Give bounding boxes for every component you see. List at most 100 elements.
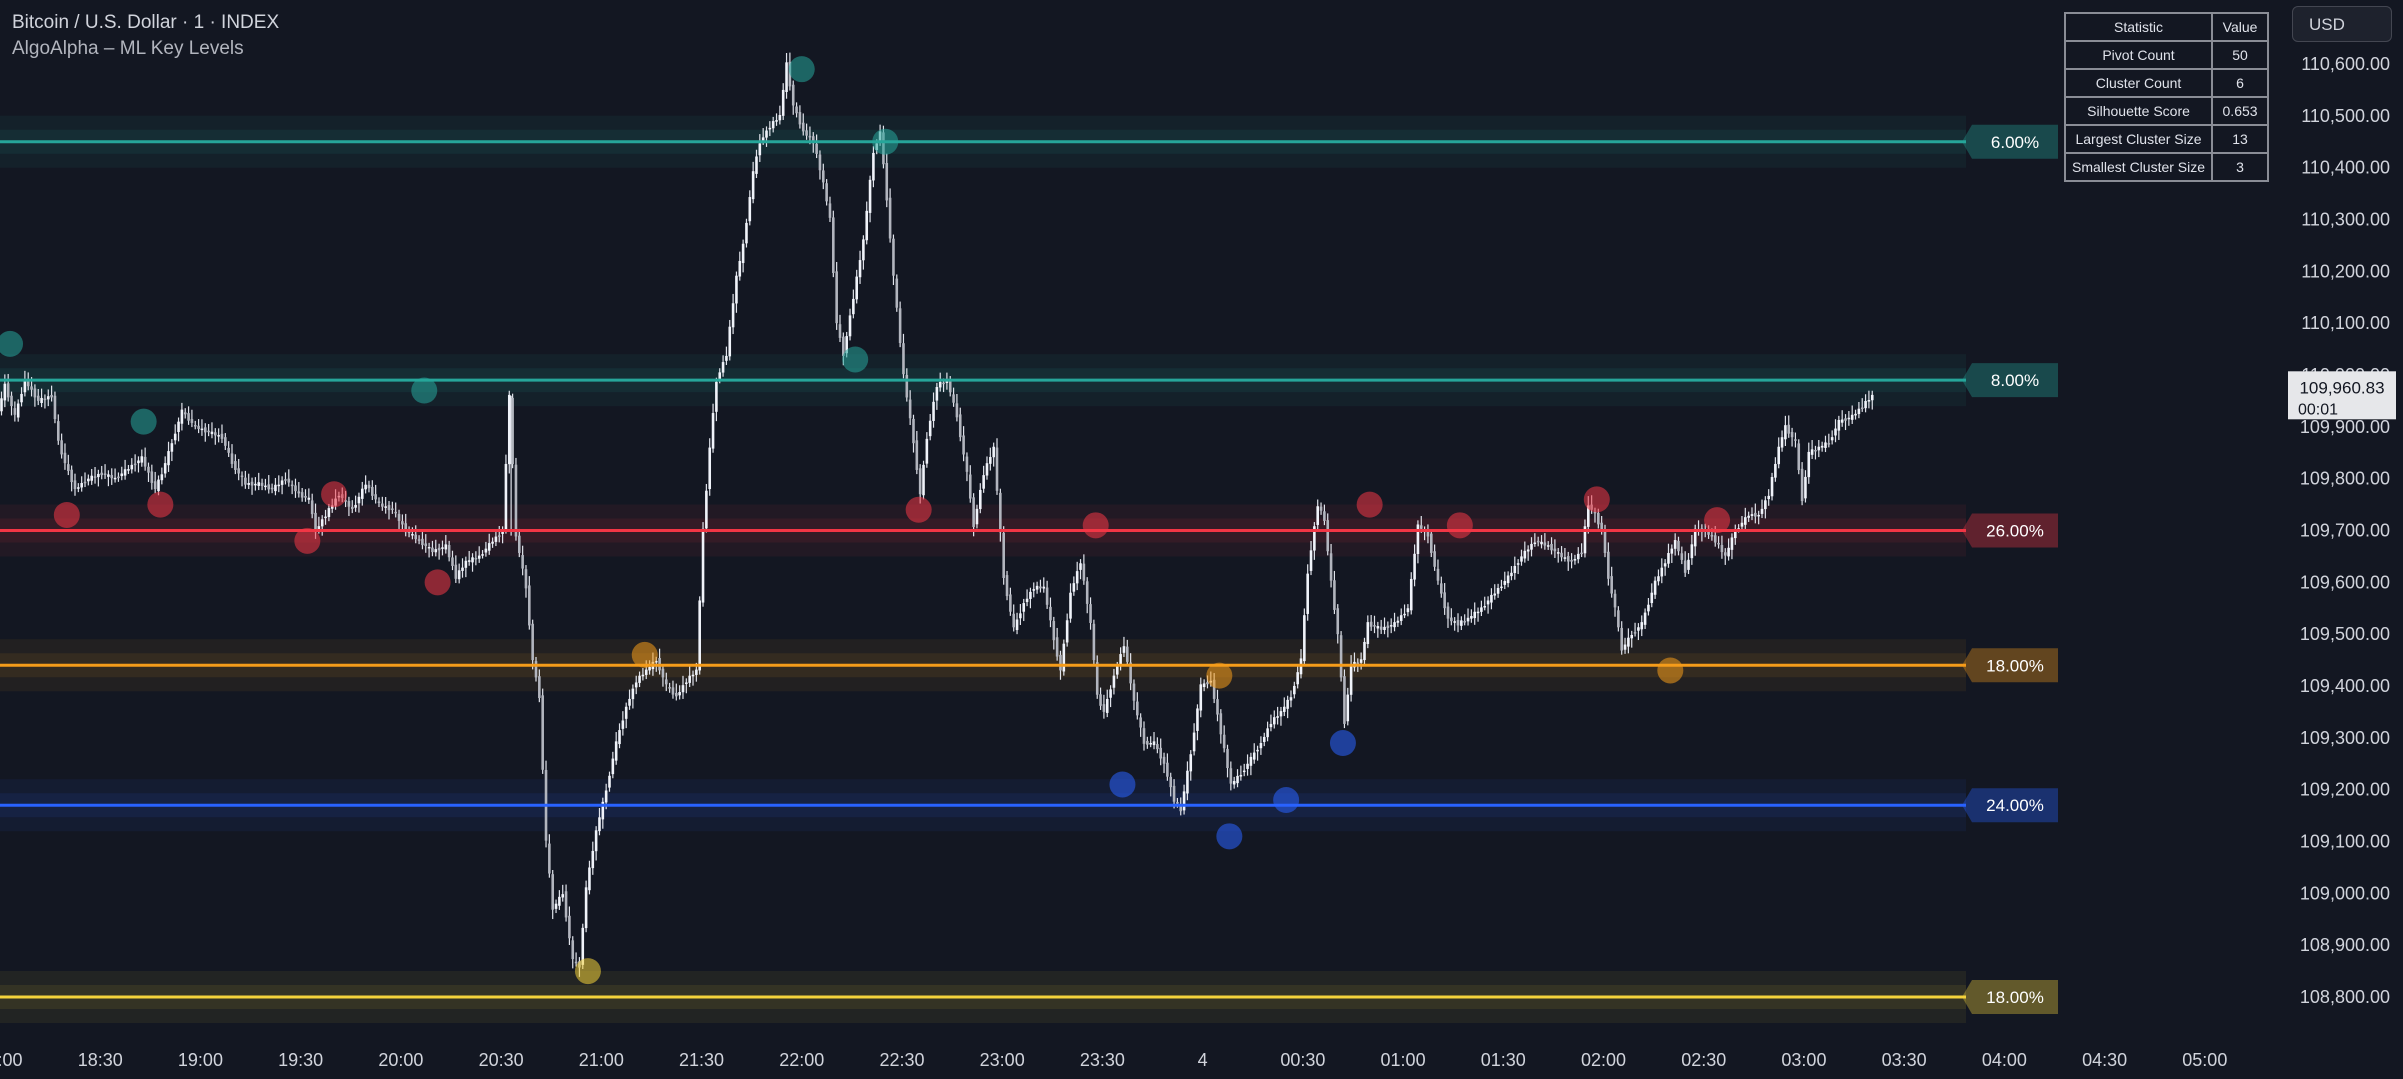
candle-body [1232,781,1236,785]
candle-body [1540,541,1543,545]
candle-body [1586,505,1590,527]
candle-body [471,557,474,563]
candle-body [1252,752,1256,760]
candle-body [1780,437,1784,448]
candle-body [1122,646,1126,653]
candle-body [467,560,471,562]
stat-value: 50 [2211,40,2270,70]
x-tick-label: 4 [1198,1050,1208,1070]
candle-body [1453,621,1456,623]
candle-body [942,382,945,385]
candle-body [63,452,67,464]
stat-value: 0.653 [2211,96,2270,126]
candle-body [664,679,668,685]
candle-body [1710,534,1714,537]
pivot-point [130,408,157,435]
candle-body [1610,576,1613,594]
candle-body [1433,551,1436,567]
candle-body [968,474,972,499]
candle-body [1630,634,1634,639]
candle-body [1416,524,1420,554]
candle-body [23,380,27,393]
candle-body [581,927,585,965]
candle-body [1363,641,1366,661]
candle-body [210,431,214,435]
candle-body [775,120,778,122]
candle-body [1336,608,1340,635]
candle-body [1162,756,1166,764]
candle-body [1667,553,1670,564]
candle-body [1092,623,1096,661]
candle-body [561,894,565,898]
candle-body [678,692,681,696]
candle-body [932,401,935,421]
pivot-point [1082,512,1109,539]
candle-body [514,464,518,537]
candle-body [1637,627,1640,631]
candle-body [761,137,765,141]
stat-label: Silhouette Score [2063,96,2214,126]
candle-body [300,492,304,498]
statistics-table: Statistic Value Pivot Count 50 Cluster C… [2063,12,2270,182]
x-tick-label: 04:00 [1982,1050,2027,1070]
candle-body [1389,625,1393,627]
candle-body [888,197,892,239]
candle-body [1005,575,1009,597]
candle-body [40,397,43,403]
currency-button[interactable]: USD [2292,6,2392,42]
candle-body [1339,635,1343,678]
candle-body [307,497,311,500]
candle-body [979,489,982,510]
candle-body [1560,552,1563,558]
candle-body [1259,743,1263,749]
candle-body [588,867,591,891]
candle-body [1677,540,1680,552]
candle-body [1242,770,1246,773]
candle-body [277,484,281,487]
candle-body [374,494,377,500]
candle-body [103,473,107,475]
candle-body [381,503,384,507]
candle-body [584,887,588,929]
candle-body [177,421,180,433]
candle-body [384,506,387,508]
candle-body [671,687,675,695]
candle-body [745,222,748,244]
candle-body [1246,763,1249,769]
candle-body [1436,568,1440,581]
candle-body [1493,593,1497,596]
candle-body [681,685,685,693]
candle-body [1660,567,1664,577]
y-tick-label: 109,200.00 [2300,780,2390,800]
candle-body [1650,592,1654,604]
candle-body [1754,512,1757,517]
candle-body [461,567,464,571]
candle-body [1533,542,1537,545]
candle-body [173,433,177,441]
candle-body [1132,683,1136,701]
candle-body [147,466,150,473]
candle-body [327,508,331,518]
candle-body [1156,744,1159,750]
x-tick-label: 20:00 [378,1050,423,1070]
candle-body [90,475,93,481]
candle-body [1720,545,1724,553]
candle-body [67,464,70,471]
candle-body [1643,612,1647,625]
candle-body [1069,592,1072,619]
candle-body [1369,621,1373,627]
candle-body [1870,394,1874,401]
pivot-point [574,958,601,985]
x-tick-label: 03:30 [1882,1050,1927,1070]
candle-body [1085,581,1089,604]
candle-body [1309,550,1313,571]
candle-body [1316,506,1320,525]
candle-body [1764,500,1767,510]
candle-body [1219,713,1223,735]
candle-body [153,481,157,490]
candle-body [1152,741,1156,746]
candle-body [1460,620,1463,626]
candle-body [791,84,795,106]
candle-body [1790,432,1794,438]
